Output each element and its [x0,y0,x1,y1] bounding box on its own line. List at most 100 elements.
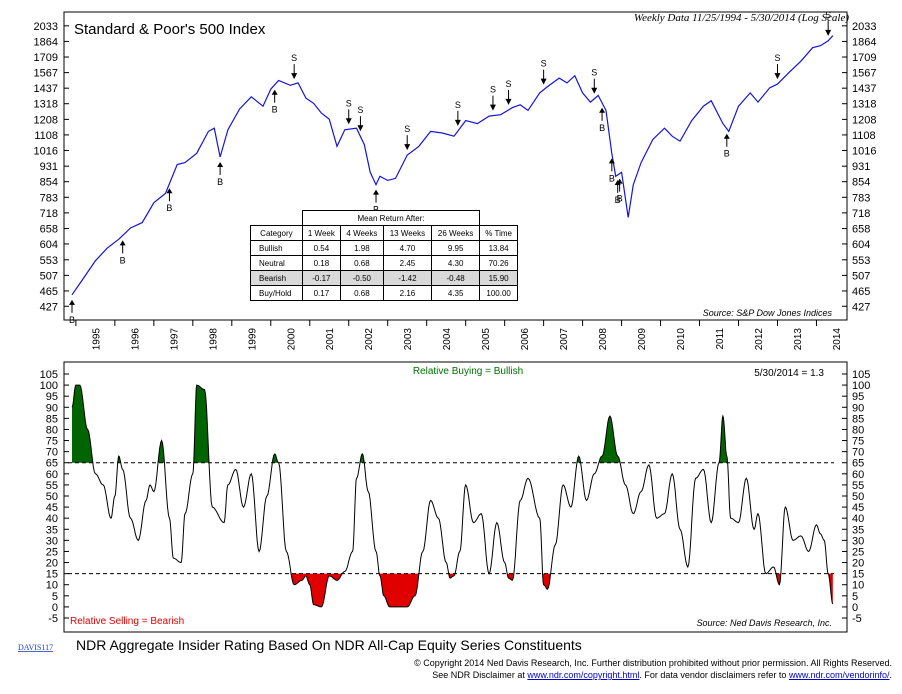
table-cell: 15.90 [479,270,518,286]
y-tick-label-right: 95 [852,391,864,403]
table-cell: 4.35 [431,285,481,301]
y-tick-label-right: 2033 [852,21,876,33]
column-header: % Time [479,225,518,241]
x-tick-label: 2011 [715,328,726,350]
y-tick-label-left: 50 [46,491,58,503]
buy-signal-label: B [120,255,126,265]
y-tick-label-right: 10 [852,580,864,592]
y-tick-label-left: 40 [46,513,58,525]
y-tick-label-left: 1016 [34,145,58,157]
buy-signal-arrowhead [373,189,380,195]
y-tick-label-left: 20 [46,558,58,570]
y-tick-label-right: 80 [852,424,864,436]
vendorinfo-link[interactable]: www.ndr.com/vendorinfo/ [788,670,890,680]
x-tick-label: 2012 [754,328,765,351]
sell-signal-arrowhead [825,29,832,36]
y-tick-label-left: 60 [46,469,58,481]
x-tick-label: 2007 [559,328,570,351]
sell-signal-arrowhead [591,87,598,94]
y-tick-label-left: 507 [40,270,58,282]
mean-return-table: Mean Return After: Category 1 Week 4 Wee… [250,210,518,301]
table-cell: 0.18 [301,255,341,271]
y-tick-label-left: 30 [46,535,58,547]
y-tick-label-left: 45 [46,502,58,514]
buy-signal-arrowhead [608,158,615,164]
y-tick-label-left: 783 [40,192,58,204]
y-tick-label-right: 465 [852,286,870,298]
table-cell: 4.30 [431,255,481,271]
bottom-title: NDR Aggregate Insider Rating Based On ND… [76,637,582,653]
table-cell: Buy/Hold [250,285,303,301]
y-tick-label-right: 427 [852,301,870,313]
y-tick-label-right: 1108 [852,130,876,142]
buy-signal-label: B [609,173,615,183]
buy-signal-arrowhead [69,299,75,305]
buy-signal-label: B [599,123,605,133]
y-tick-label-left: 95 [46,391,58,403]
table-header-row: Category 1 Week 4 Weeks 13 Weeks 26 Week… [250,225,518,241]
y-tick-label-right: 1864 [852,36,876,48]
sell-signal-arrowhead [540,78,547,85]
table-cell: 13.84 [479,240,518,256]
y-tick-label-right: 0 [852,602,858,614]
sell-signal-arrowhead [489,104,496,111]
y-tick-label-left: 1437 [34,83,58,95]
column-header: Category [250,225,303,241]
bearish-zone-fill [72,573,833,607]
y-tick-label-left: 1567 [34,68,58,80]
sell-signal-label: S [346,98,352,108]
x-tick-label: 2004 [442,328,453,351]
y-tick-label-left: 604 [40,239,58,251]
table-cell: 4.70 [382,240,433,256]
sell-signal-arrowhead [357,125,364,132]
x-tick-label: 2000 [286,328,297,351]
x-tick-label: 1999 [247,328,258,351]
sp500-line [71,35,834,296]
sell-signal-label: S [591,68,597,78]
table-row: Neutral 0.18 0.68 2.45 4.30 70.26 [250,255,518,271]
y-tick-label-right: 75 [852,436,864,448]
table-cell: 100.00 [479,285,518,301]
y-tick-label-right: 100 [852,380,870,392]
bottom-source: Source: Ned Davis Research, Inc. [696,618,832,628]
table-cell: -1.42 [382,270,433,286]
y-tick-label-right: 1567 [852,68,876,80]
buy-signal-arrowhead [166,188,173,194]
table-cell: 9.95 [431,240,481,256]
y-tick-label-right: 783 [852,192,870,204]
x-tick-label: 1996 [130,328,141,351]
y-tick-label-left: 105 [40,369,58,381]
y-tick-label-right: 553 [852,255,870,267]
table-cell: 1.98 [339,240,384,256]
y-tick-label-right: 854 [852,177,870,189]
y-tick-label-left: 854 [40,177,58,189]
y-tick-label-right: 90 [852,402,864,414]
copyright-text: © Copyright 2014 Ned Davis Research, Inc… [414,658,892,668]
copyright-link[interactable]: www.ndr.com/copyright.html [527,670,640,680]
disclaimer-pre: See NDR Disclaimer at [432,670,528,680]
table-cell: -0.48 [431,270,481,286]
sell-signal-arrowhead [291,73,298,80]
y-tick-label-right: 1437 [852,83,876,95]
y-tick-label-left: 10 [46,580,58,592]
y-tick-label-right: 35 [852,524,864,536]
y-tick-label-right: 1709 [852,52,876,64]
y-tick-label-left: 70 [46,447,58,459]
y-tick-label-right: -5 [852,613,862,625]
sell-signal-arrowhead [345,118,352,125]
y-tick-label-left: 1864 [34,36,58,48]
latest-reading: 5/30/2014 = 1.3 [754,368,824,379]
mean-return-caption: Mean Return After: [301,210,481,226]
x-tick-label: 2010 [676,328,687,351]
x-tick-label: 1998 [208,328,219,351]
table-row: Buy/Hold 0.17 0.68 2.16 4.35 100.00 [250,285,518,301]
top-source: Source: S&P Dow Jones Indices [703,308,833,318]
y-tick-label-right: 604 [852,239,870,251]
table-row: Bullish 0.54 1.98 4.70 9.95 13.84 [250,240,518,256]
davis-code: DAVIS117 [18,643,53,652]
y-tick-label-right: 931 [852,161,870,173]
sell-signal-label: S [541,59,547,69]
y-tick-label-left: 1709 [34,52,58,64]
